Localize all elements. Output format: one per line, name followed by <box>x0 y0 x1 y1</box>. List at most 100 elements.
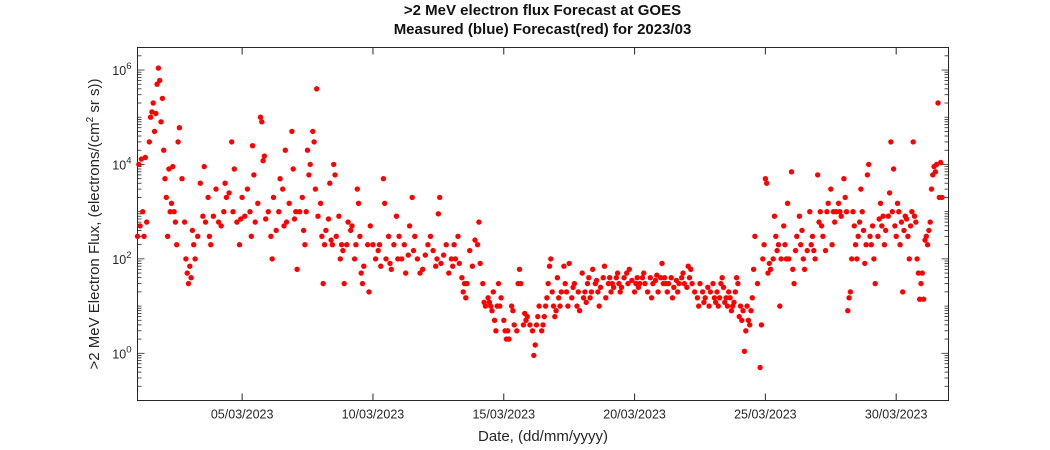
data-point <box>777 303 783 309</box>
data-point <box>888 139 894 145</box>
data-point <box>903 216 910 222</box>
data-point <box>259 119 265 125</box>
data-point <box>289 128 295 135</box>
data-point <box>860 227 867 234</box>
data-point <box>276 209 282 215</box>
data-point <box>621 275 627 281</box>
data-point <box>665 280 672 287</box>
data-point <box>255 200 261 206</box>
data-point <box>739 317 745 323</box>
data-point <box>155 65 162 71</box>
data-point <box>832 219 838 225</box>
data-point <box>761 242 767 248</box>
data-point <box>617 289 623 295</box>
data-point <box>574 303 580 309</box>
data-point <box>723 295 729 301</box>
data-point <box>686 275 693 281</box>
data-point <box>880 213 886 219</box>
data-point <box>191 242 197 248</box>
data-point <box>854 256 860 262</box>
y-tick-label: 102 <box>112 250 131 267</box>
data-point <box>467 247 473 254</box>
data-point <box>654 272 660 278</box>
data-point <box>527 322 533 328</box>
data-point <box>337 256 343 262</box>
data-point <box>565 303 571 309</box>
data-point <box>917 296 923 302</box>
data-point <box>919 270 925 276</box>
data-point <box>257 114 264 120</box>
data-point <box>561 263 567 269</box>
data-point <box>510 308 516 314</box>
data-point <box>728 308 735 314</box>
x-tick-label: 10/03/2023 <box>342 408 405 422</box>
data-point <box>855 233 861 239</box>
data-point <box>349 223 355 229</box>
data-point <box>818 223 825 229</box>
data-point <box>575 289 581 295</box>
data-point <box>455 233 461 239</box>
data-point <box>924 242 931 248</box>
data-point <box>405 252 411 258</box>
data-point <box>879 223 885 229</box>
data-point <box>554 275 561 281</box>
data-point <box>774 247 780 254</box>
data-point <box>569 295 575 301</box>
data-point <box>505 328 511 334</box>
data-point <box>546 263 553 269</box>
data-point <box>614 270 621 276</box>
data-point <box>221 209 227 215</box>
data-point <box>168 200 175 206</box>
data-point <box>150 100 156 106</box>
data-point <box>497 303 503 309</box>
data-point <box>365 242 371 248</box>
data-point <box>323 227 329 234</box>
data-point <box>341 280 347 287</box>
data-point <box>792 247 799 254</box>
data-point <box>767 266 774 272</box>
data-point <box>247 209 253 215</box>
data-point <box>450 263 456 269</box>
data-point <box>808 242 814 248</box>
data-point <box>222 180 228 186</box>
data-point <box>618 284 625 290</box>
x-axis-label: Date, (dd/mm/yyyy) <box>478 428 608 445</box>
data-point <box>327 180 333 186</box>
data-point <box>443 242 449 248</box>
data-point <box>501 317 507 323</box>
data-point <box>265 209 271 215</box>
data-point <box>868 242 874 248</box>
data-point <box>319 233 325 239</box>
data-point <box>372 256 379 262</box>
data-point <box>659 260 665 267</box>
data-point <box>147 114 154 120</box>
data-point <box>838 213 844 219</box>
data-point <box>661 275 668 281</box>
data-point <box>297 209 303 215</box>
data-point <box>236 242 243 248</box>
data-point <box>463 295 469 301</box>
data-point <box>760 256 766 262</box>
data-point <box>452 256 459 262</box>
data-point <box>477 260 483 267</box>
data-point <box>185 280 192 287</box>
data-point <box>905 233 911 239</box>
data-point <box>141 233 147 239</box>
data-point <box>549 289 555 295</box>
data-point <box>747 322 753 328</box>
data-point <box>311 139 317 145</box>
data-point <box>624 270 630 276</box>
data-point <box>354 186 360 192</box>
data-point <box>205 194 211 201</box>
data-point <box>208 242 214 248</box>
x-tick-label: 15/03/2023 <box>472 408 535 422</box>
data-point <box>737 303 744 309</box>
data-point <box>187 263 193 269</box>
data-point <box>282 147 288 153</box>
data-point <box>800 256 806 262</box>
data-point <box>765 270 771 276</box>
data-point <box>281 223 287 229</box>
data-point <box>866 161 872 168</box>
data-point <box>762 176 769 182</box>
data-point <box>740 308 746 314</box>
